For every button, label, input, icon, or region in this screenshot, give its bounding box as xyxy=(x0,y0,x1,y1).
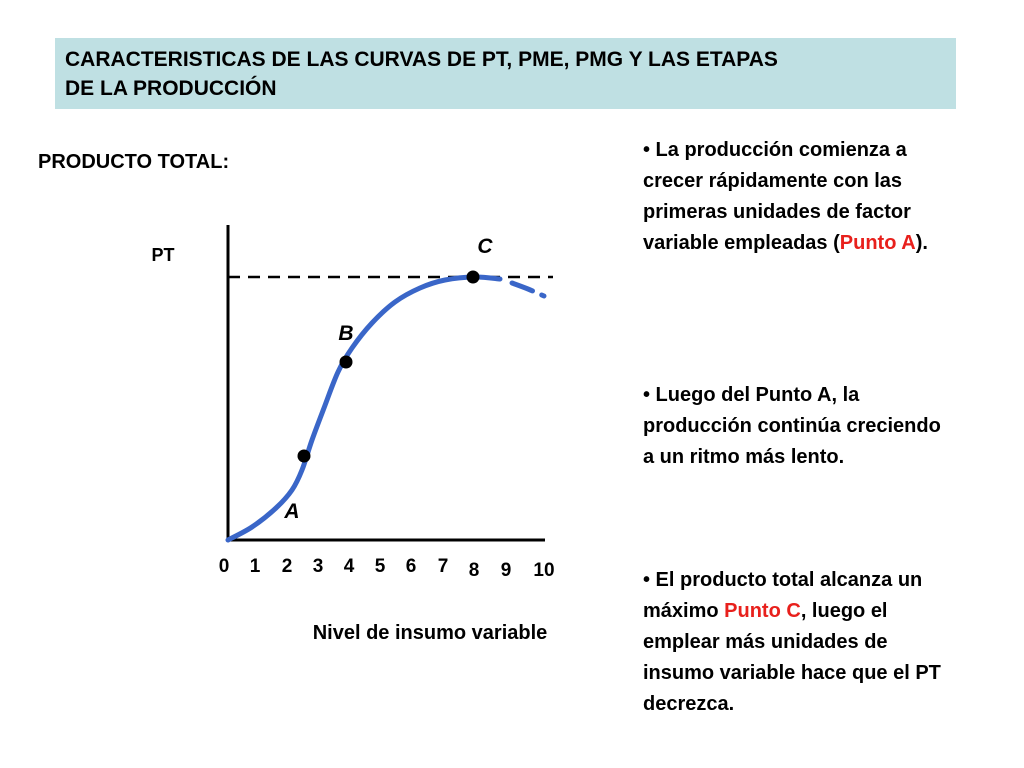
point-a xyxy=(297,449,311,463)
highlight-text: Punto A xyxy=(839,232,916,254)
point-label-a: A xyxy=(283,500,299,523)
y-axis-label: PT xyxy=(151,245,174,265)
title-line-1: CARACTERISTICAS DE LAS CURVAS DE PT, PME… xyxy=(65,48,778,71)
x-tick-label: 9 xyxy=(501,560,512,581)
point-label-b: B xyxy=(338,322,353,345)
title-line-2: DE LA PRODUCCIÓN xyxy=(65,77,277,100)
point-b xyxy=(339,355,353,369)
x-tick-label: 5 xyxy=(375,556,386,577)
total-product-curve-declining xyxy=(509,280,547,299)
bullet-text: , luego el emplear más unidades de insum… xyxy=(643,600,941,715)
section-heading: PRODUCTO TOTAL: xyxy=(38,151,230,173)
x-tick-label: 3 xyxy=(313,556,324,577)
x-tick-label: 10 xyxy=(533,560,554,581)
bullet-point-c: • El producto total alcanza un máximo Pu… xyxy=(643,565,953,720)
highlight-text: Punto C xyxy=(724,600,801,622)
x-tick-label: 8 xyxy=(469,560,480,581)
bullet-text: • El producto total alcanza un máximo xyxy=(643,569,923,622)
x-tick-label: 0 xyxy=(219,556,230,577)
point-label-c: C xyxy=(477,235,493,258)
bullet-point-a: • La producción comienza a crecer rápida… xyxy=(643,135,953,259)
bullet-text: • Luego del Punto A, la producción conti… xyxy=(643,384,941,468)
total-product-curve xyxy=(225,274,503,543)
bullet-slower-growth: • Luego del Punto A, la producción conti… xyxy=(643,380,953,473)
x-axis-label: Nivel de insumo variable xyxy=(313,622,548,644)
bullet-text: • La producción comienza a crecer rápida… xyxy=(643,139,911,254)
x-tick-label: 4 xyxy=(344,556,355,577)
x-tick-label: 7 xyxy=(438,556,449,577)
point-c xyxy=(466,270,480,284)
bullet-text: ). xyxy=(915,232,928,254)
x-tick-label: 2 xyxy=(282,556,293,577)
x-tick-label: 1 xyxy=(250,556,261,577)
x-tick-label: 6 xyxy=(406,556,417,577)
title-banner: CARACTERISTICAS DE LAS CURVAS DE PT, PME… xyxy=(55,38,956,109)
